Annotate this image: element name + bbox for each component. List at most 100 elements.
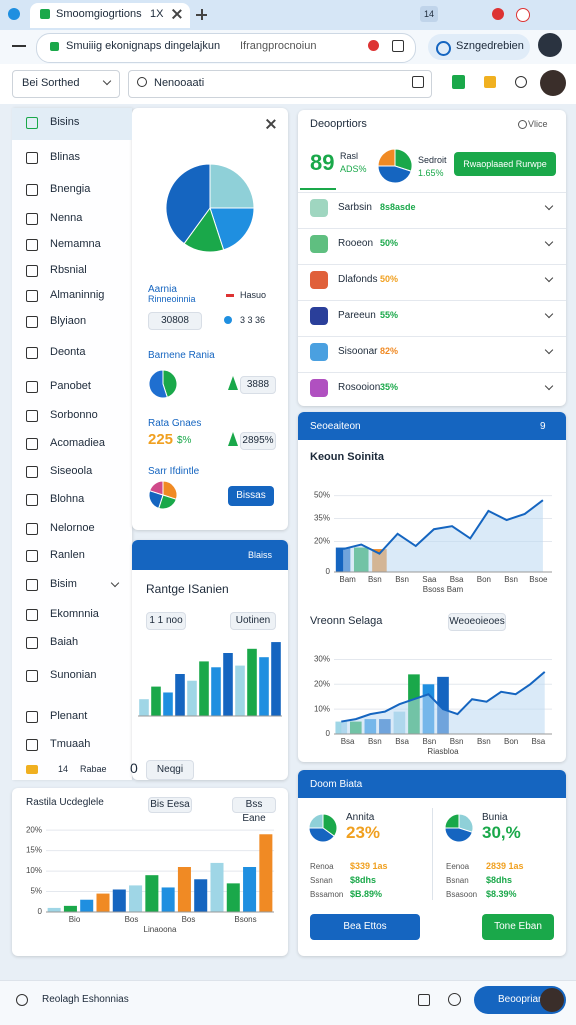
icon[interactable] (368, 40, 379, 51)
nav-icon (26, 184, 38, 196)
row-pct: 35% (380, 382, 399, 392)
row-pct: 55% (380, 310, 399, 320)
row-icon (310, 199, 328, 217)
card-title: Rantge ISanien (146, 582, 229, 596)
nav-item[interactable]: Nelornoe (50, 522, 95, 534)
row-name: Rosooion (338, 382, 381, 393)
button[interactable]: Bss Eane (232, 797, 276, 824)
nav-item[interactable]: Panobet (50, 380, 91, 392)
nav-item[interactable]: Sunonian (50, 669, 97, 681)
icon[interactable] (492, 8, 504, 20)
url-bar[interactable] (36, 33, 416, 63)
nav-item[interactable]: Almaninnig (50, 289, 105, 301)
big-number: 89 (310, 150, 335, 175)
button[interactable]: Rwaoplaaed Rurwpe (454, 152, 556, 176)
close-tab[interactable] (172, 9, 182, 19)
nav-item[interactable]: Bisim (50, 578, 77, 590)
row-name: Sarbsin (338, 202, 372, 213)
row-label: Bsasoon (446, 890, 478, 899)
nav-icon (26, 347, 38, 359)
button[interactable]: Neqgi (146, 760, 194, 780)
button[interactable]: Tone Eban (482, 914, 554, 940)
avatar[interactable] (538, 33, 562, 57)
nav-item[interactable]: Ekomnnia (50, 608, 99, 620)
metric-sub: Rinneoinnia (148, 294, 196, 304)
nav-item[interactable]: Blohna (50, 493, 85, 505)
icon[interactable] (452, 75, 465, 89)
icon[interactable] (392, 40, 404, 52)
nav-item[interactable]: Deonta (50, 346, 86, 358)
nav-item[interactable]: Blinas (50, 151, 80, 163)
nav-item[interactable]: Plenant (50, 710, 88, 722)
nav-item[interactable]: Tmuaah (50, 738, 91, 750)
col-pct: 23% (346, 823, 381, 842)
nav-icon (26, 316, 38, 328)
button[interactable]: Bissas (228, 486, 274, 506)
tab-title: Smoomgiogrtions (56, 8, 142, 20)
nav-item[interactable]: Blyiaon (50, 315, 87, 327)
row-name: Sisoonar (338, 346, 378, 357)
icon[interactable] (448, 993, 461, 1006)
button[interactable]: Uotinen (230, 612, 276, 630)
nav-item[interactable]: Baiah (50, 636, 79, 648)
button[interactable]: Weoeoieoes (448, 613, 506, 631)
nav-icon (26, 265, 38, 277)
nav-icon (26, 438, 38, 450)
nav-item[interactable]: Bisins (50, 116, 80, 128)
nav-icon (26, 494, 38, 506)
back[interactable] (12, 45, 26, 47)
badge[interactable]: 14 (420, 6, 438, 22)
new-tab[interactable] (201, 9, 203, 20)
section-unit: $% (177, 435, 192, 446)
tab[interactable] (30, 3, 190, 28)
row-pct: 50% (380, 238, 399, 248)
icon[interactable] (516, 8, 530, 22)
nav-icon (26, 550, 38, 562)
nav-item[interactable]: Siseoola (50, 465, 93, 477)
row-icon (310, 307, 328, 325)
sidebar (12, 108, 132, 780)
nav-item[interactable]: Rbsnial (50, 264, 87, 276)
trends-card (132, 540, 288, 780)
avatar[interactable] (540, 70, 566, 96)
icon[interactable] (412, 76, 424, 88)
close[interactable] (266, 119, 276, 129)
metric-right: Hasuo (240, 290, 267, 300)
nav-item[interactable]: Acomadiea (50, 437, 106, 449)
row-value: $8.39% (486, 889, 517, 899)
nav-icon (26, 637, 38, 649)
nav-item[interactable]: Bnengia (50, 183, 91, 195)
row-icon (310, 271, 328, 289)
row-value: 2839 1as (486, 861, 524, 871)
button[interactable]: 1 1 noo (146, 612, 186, 630)
tab-count: 1X (150, 8, 164, 20)
filter[interactable]: Vlice (528, 119, 548, 129)
icon[interactable] (484, 76, 496, 88)
url: Smuiiig ekonignaps dingelajkun (66, 40, 221, 52)
chip: 30808 (148, 312, 202, 330)
header-num: 9 (540, 421, 546, 432)
chip: 2895% (240, 432, 276, 450)
button[interactable]: Bea Ettos (310, 914, 420, 940)
nav-icon (26, 290, 38, 302)
nav-item[interactable]: Nemamna (50, 238, 101, 250)
col-label: Bunia (482, 812, 508, 823)
big-pct: ADS% (340, 164, 367, 174)
search[interactable] (128, 70, 432, 98)
badge (26, 765, 38, 774)
icon[interactable] (515, 76, 527, 88)
nav-item[interactable]: Nenna (50, 212, 83, 224)
nav-icon (26, 117, 38, 129)
card-header (132, 540, 288, 570)
row-pct: 8s8asde (380, 202, 416, 212)
nav-item[interactable]: Ranlen (50, 549, 85, 561)
icon[interactable] (418, 994, 430, 1006)
nav-icon (26, 410, 38, 422)
row-label: Bssamon (310, 890, 344, 899)
button[interactable]: Bis Eesa (148, 797, 192, 813)
row-name: Dlafonds (338, 274, 378, 285)
section-value: 225 (148, 431, 174, 448)
row-divider (298, 372, 566, 373)
nav-item[interactable]: Sorbonno (50, 409, 98, 421)
select[interactable] (12, 70, 120, 98)
